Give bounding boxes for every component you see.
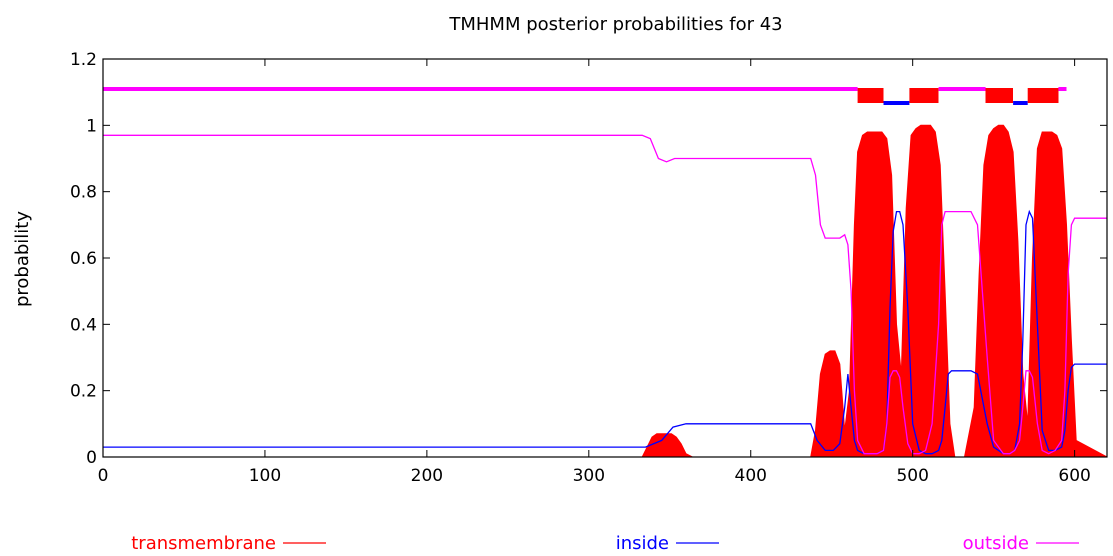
x-axis-ticks: 0 100 200 300 400 500 600 xyxy=(98,59,1091,486)
x-tick-label: 200 xyxy=(411,466,443,486)
chart-title: TMHMM posterior probabilities for 43 xyxy=(448,14,782,35)
outside-series-line xyxy=(103,134,1107,455)
y-tick-label: 0.8 xyxy=(70,183,97,203)
transmembrane-area xyxy=(103,124,1108,458)
y-tick-label: 1 xyxy=(86,116,97,136)
transmembrane-area-fill xyxy=(103,124,1108,458)
topology-segment-inside xyxy=(1013,101,1028,105)
x-tick-label: 500 xyxy=(896,466,928,486)
y-tick-label: 0 xyxy=(86,448,97,468)
topology-segment-transmembrane xyxy=(857,88,884,103)
y-axis-ticks: 0 0.2 0.4 0.6 0.8 1 1.2 xyxy=(70,50,1107,468)
x-tick-label: 0 xyxy=(98,466,109,486)
legend-item-inside: inside xyxy=(616,533,719,554)
y-tick-label: 0.2 xyxy=(70,382,97,402)
x-tick-label: 100 xyxy=(249,466,281,486)
y-axis-label: probability xyxy=(12,211,33,307)
plot-area xyxy=(103,87,1108,458)
x-tick-label: 600 xyxy=(1058,466,1090,486)
legend-label-transmembrane: transmembrane xyxy=(131,533,276,554)
legend-label-outside: outside xyxy=(963,533,1029,554)
topology-segment-outside xyxy=(1058,87,1067,91)
topology-segment-transmembrane xyxy=(985,88,1013,103)
y-tick-label: 1.2 xyxy=(70,50,97,70)
x-tick-label: 300 xyxy=(573,466,605,486)
topology-segment-outside xyxy=(938,87,986,91)
legend-label-inside: inside xyxy=(616,533,669,554)
y-tick-label: 0.4 xyxy=(70,315,97,335)
plot-frame xyxy=(102,58,1108,458)
y-tick-label: 0.6 xyxy=(70,249,97,269)
legend-item-outside: outside xyxy=(963,533,1079,554)
topology-segment-transmembrane xyxy=(1027,88,1059,103)
legend: transmembrane inside outside xyxy=(131,533,1079,554)
topology-segment-outside xyxy=(103,87,858,91)
topology-bar xyxy=(103,87,1067,105)
topology-segment-transmembrane xyxy=(909,88,939,103)
topology-segment-inside xyxy=(883,101,910,105)
legend-item-transmembrane: transmembrane xyxy=(131,533,326,554)
inside-series-line xyxy=(103,209,1107,455)
x-tick-label: 400 xyxy=(735,466,767,486)
